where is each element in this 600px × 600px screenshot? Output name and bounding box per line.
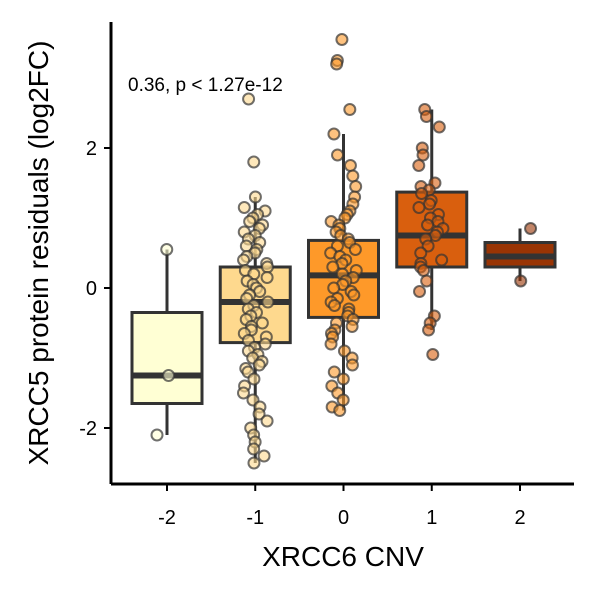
data-point [324, 337, 338, 351]
box [130, 311, 204, 405]
correlation-annotation: 0.36, p < 1.27e-12 [128, 75, 283, 96]
data-point [255, 316, 269, 330]
x-tick-label: -1 [246, 507, 264, 529]
data-point [162, 369, 176, 382]
data-point [336, 393, 350, 407]
data-point [237, 253, 251, 267]
data-point [242, 92, 256, 106]
data-point [260, 414, 274, 428]
data-point [252, 407, 266, 421]
ticks-layer: -2 -1 0 1 2 -2 0 2 [79, 138, 525, 529]
data-point [237, 201, 251, 214]
y-tick-label: -2 [79, 418, 97, 440]
x-tick-label: 0 [338, 507, 349, 529]
data-point [345, 320, 359, 333]
data-point [236, 386, 250, 400]
data-point [426, 348, 440, 361]
data-point [419, 110, 433, 123]
data-point [422, 323, 436, 337]
x-tick-label: 2 [514, 507, 525, 529]
data-point [160, 243, 174, 256]
data-point [330, 57, 344, 71]
data-point [420, 274, 434, 288]
data-point [331, 148, 345, 162]
data-point [247, 372, 261, 386]
data-point [333, 404, 347, 417]
data-point [247, 456, 261, 470]
data-point [348, 243, 362, 256]
data-point [524, 222, 538, 235]
x-tick-label: 1 [426, 507, 437, 529]
y-tick-label: 0 [86, 278, 97, 300]
data-point [343, 103, 357, 116]
data-point [412, 201, 426, 214]
data-point [150, 428, 164, 442]
data-point [347, 288, 361, 302]
data-point [417, 264, 431, 277]
data-point [261, 295, 275, 309]
data-point [326, 260, 340, 274]
data-point [252, 358, 266, 372]
data-point [248, 190, 262, 204]
data-point [257, 449, 271, 463]
data-point [247, 155, 261, 169]
data-point [346, 169, 360, 183]
data-point [260, 260, 274, 274]
y-axis-title: XRCC5 protein residuals (log2FC) [23, 41, 54, 466]
x-axis-title: XRCC6 CNV [262, 541, 424, 572]
data-point [435, 253, 449, 267]
points-layer [150, 33, 538, 470]
data-point [343, 159, 357, 172]
data-point [414, 246, 428, 260]
data-point [247, 442, 261, 456]
data-point [260, 271, 274, 284]
data-point [243, 215, 257, 228]
data-point [423, 197, 437, 211]
data-point [415, 187, 429, 200]
data-point [413, 285, 427, 298]
data-point [432, 120, 446, 134]
data-point [514, 274, 528, 288]
data-point [336, 372, 350, 386]
data-point [328, 299, 342, 312]
data-point [412, 159, 426, 172]
data-point [258, 337, 272, 351]
data-point [327, 365, 341, 379]
data-point [345, 358, 359, 372]
x-tick-label: -2 [158, 507, 176, 529]
data-point [327, 127, 341, 141]
data-point [335, 33, 349, 46]
data-point [327, 281, 341, 295]
y-tick-label: 2 [86, 138, 97, 160]
data-point [416, 148, 430, 162]
data-point [349, 180, 363, 193]
data-point [421, 218, 435, 232]
